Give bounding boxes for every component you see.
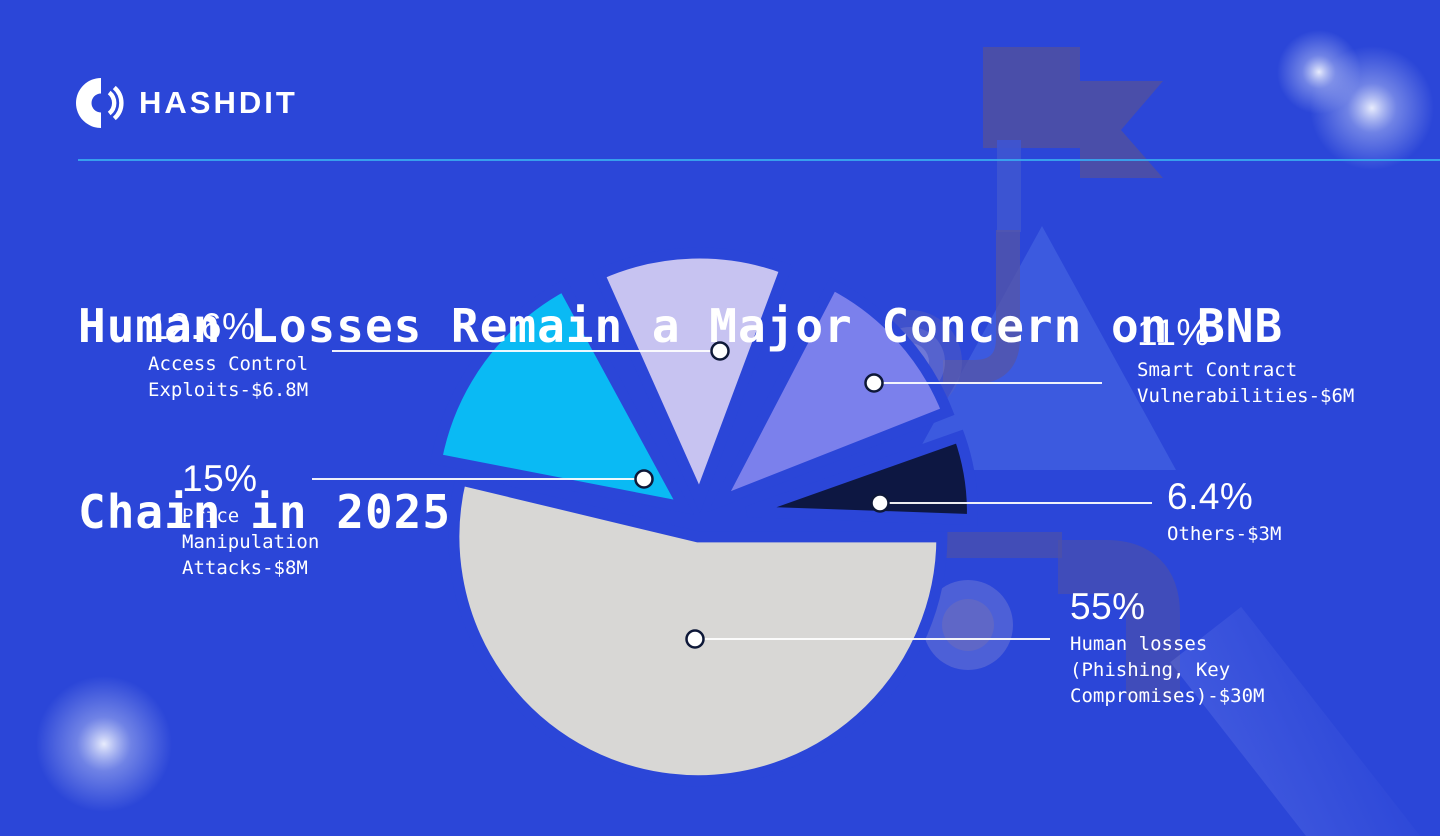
callout-label-line: Manipulation [182,531,320,553]
callout-price-manipulation: 15% Price Manipulation Attacks-$8M [182,458,319,581]
brand-name: HASHDIT [139,85,298,120]
light-streak-decor [1170,606,1440,836]
leader-dot-human-losses [685,629,705,649]
callout-label-line: Price [182,505,240,527]
callout-pct-access-control: 12.6% [148,306,256,347]
flag-shape-decor [983,47,1163,178]
pie-slice-smart-contract [707,276,955,513]
page-title-line2: Chain in 2025 [78,485,452,539]
callout-label-others: Others-$3M [1167,521,1281,547]
callout-human-losses: 55% Human losses (Phishing, Key Compromises… [1070,586,1264,709]
callout-smart-contract: 11% Smart Contract Vulnerabilities-$6M [1137,312,1354,409]
callout-label-line: Exploits-$6.8M [148,379,309,401]
header-divider [78,159,1440,161]
callout-others: 6.4% Others-$3M [1167,476,1281,547]
callout-label-line: Others-$3M [1167,523,1282,545]
background-decor [36,30,1440,836]
callout-label-line: Access Control [148,353,309,375]
leader-dot-access-control [710,341,730,361]
pipe-elbow-decor [1058,540,1180,700]
glow-orb-top-right-small [1277,30,1361,114]
pie-slice-price-manipulation [430,278,695,515]
callout-label-line: Human losses [1070,633,1208,655]
callout-label-line: (Phishing, Key [1070,659,1231,681]
page-title: Human Losses Remain a Major Concern on B… [78,171,1283,667]
leader-lines [312,341,1152,649]
callout-label-access-control: Access Control Exploits-$6.8M [148,351,308,403]
callout-label-line: Attacks-$8M [182,557,308,579]
triangle-decor [908,226,1176,470]
callout-label-smart-contract: Smart Contract Vulnerabilities-$6M [1137,357,1354,409]
page-title-line1: Human Losses Remain a Major Concern on B… [78,299,1284,353]
callout-pct-others: 6.4% [1167,476,1254,517]
callout-pct-human-losses: 55% [1070,586,1146,627]
pie-slice-access-control [592,247,793,514]
pie-slice-others [745,429,978,526]
callout-label-price-manipulation: Price Manipulation Attacks-$8M [182,503,319,581]
brand-header: HASHDIT [76,78,298,128]
callout-access-control: 12.6% Access Control Exploits-$6.8M [148,306,308,403]
pipe-top-decor [943,230,1020,384]
callout-label-line: Smart Contract [1137,359,1298,381]
pie-chart [430,247,978,787]
hashdit-logo-icon [76,78,124,128]
callout-label-human-losses: Human losses (Phishing, Key Compromises)-$… [1070,631,1264,709]
leader-dot-others [870,493,890,513]
callout-label-line: Compromises)-$30M [1070,685,1265,707]
callout-pct-smart-contract: 11% [1137,312,1210,353]
flag-pole-decor [997,140,1021,232]
leader-dot-price-manipulation [634,469,654,489]
glow-orb-bottom-left [36,676,172,812]
callout-pct-price-manipulation: 15% [182,458,258,499]
callout-label-line: Vulnerabilities-$6M [1137,385,1355,407]
leader-dot-smart-contract [864,373,884,393]
